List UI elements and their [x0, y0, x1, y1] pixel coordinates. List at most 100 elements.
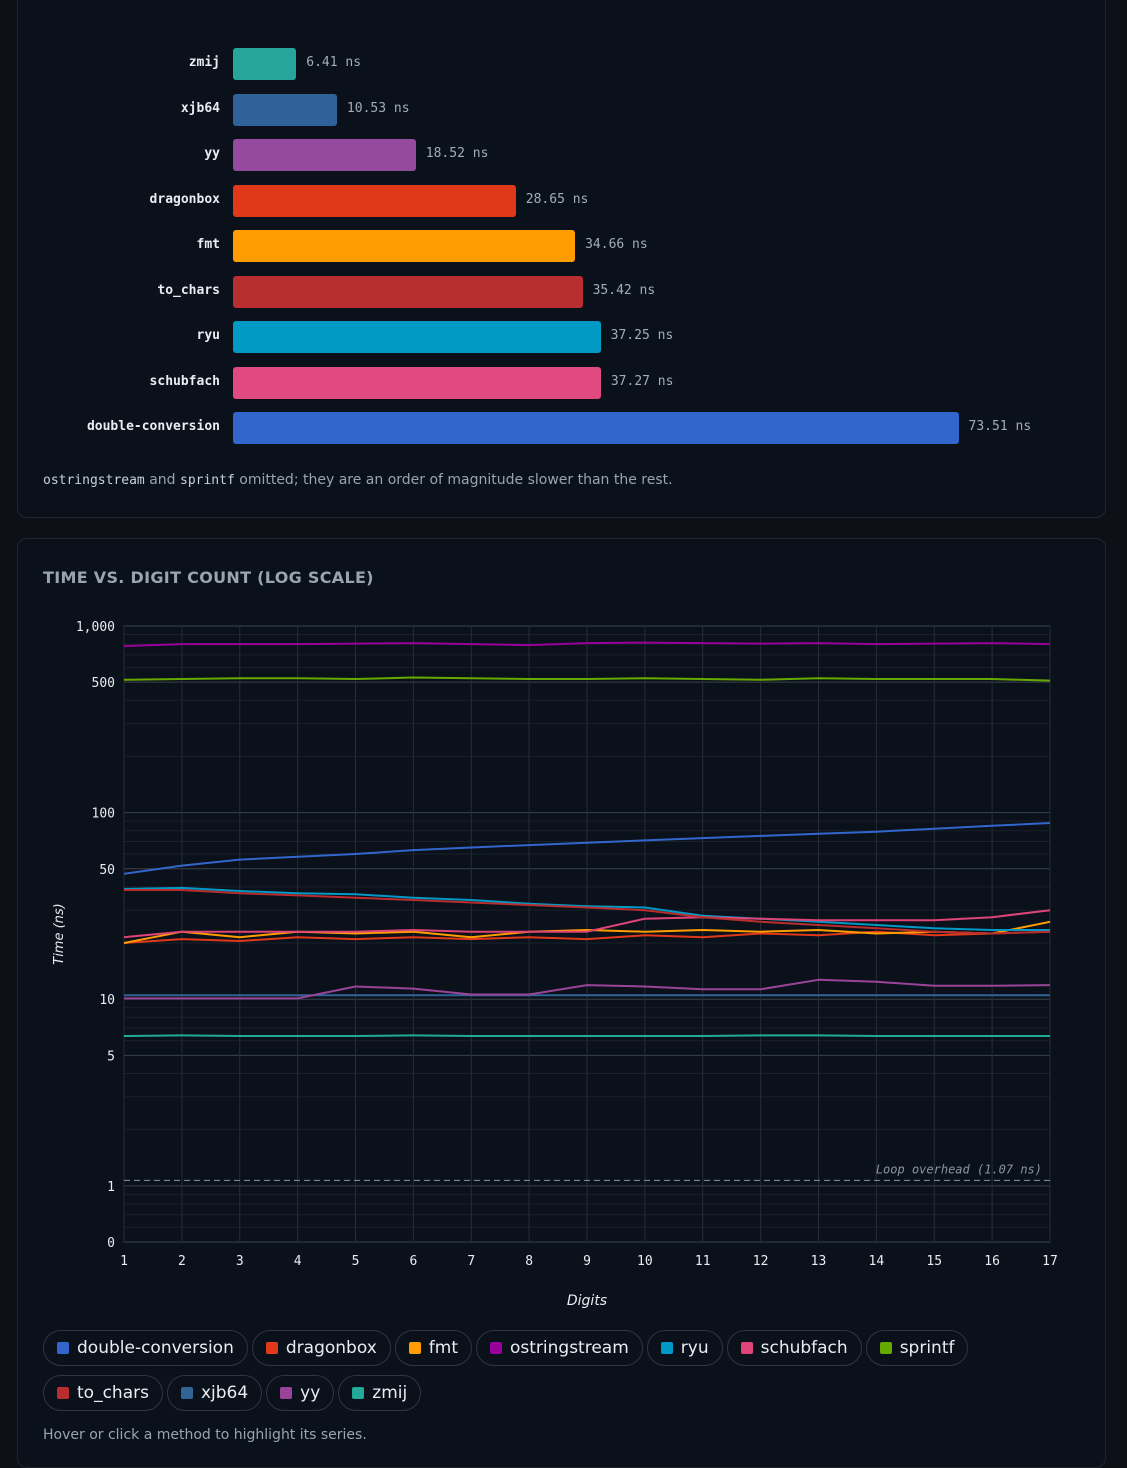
x-tick-label: 7: [467, 1254, 475, 1269]
legend-item-schubfach[interactable]: schubfach: [726, 1330, 862, 1366]
bar-xjb64: [233, 93, 337, 126]
bar-value-fmt: 34.66 ns: [585, 237, 648, 252]
x-tick-label: 11: [695, 1254, 711, 1269]
x-tick-label: 16: [984, 1254, 1000, 1269]
bar-fmt: [233, 230, 576, 262]
bar-double-conversion: [233, 412, 959, 444]
note-text-2: omitted; they are an order of magnitude …: [234, 472, 673, 488]
bar-ryu: [233, 321, 601, 353]
x-tick-label: 5: [352, 1254, 360, 1269]
legend-label: ryu: [680, 1338, 709, 1358]
y-tick-label: 5: [107, 1049, 115, 1064]
legend-item-ostringstream[interactable]: ostringstream: [476, 1330, 643, 1366]
bar-label-yy: yy: [204, 146, 220, 161]
bar-dragonbox: [233, 184, 516, 217]
legend-label: schubfach: [760, 1338, 848, 1358]
legend-swatch: [352, 1387, 365, 1399]
series-line-ryu: [123, 886, 1050, 931]
bar-to_chars: [233, 275, 583, 308]
legend-item-dragonbox[interactable]: dragonbox: [251, 1330, 391, 1366]
bar-value-xjb64: 10.53 ns: [346, 100, 410, 116]
x-tick-label: 14: [869, 1254, 885, 1269]
x-tick-label: 3: [236, 1254, 244, 1269]
legend-item-xjb64[interactable]: xjb64: [166, 1375, 263, 1411]
loop-overhead-label: Loop overhead (1.07 ns): [876, 1162, 1042, 1176]
omission-note: ostringstream and sprintf omitted; they …: [43, 472, 673, 488]
x-tick-label: 15: [926, 1254, 942, 1269]
bar-value-zmij: 6.41 ns: [306, 55, 362, 70]
legend-label: xjb64: [200, 1383, 249, 1403]
bar-label-xjb64: xjb64: [180, 100, 220, 116]
legend-swatch: [57, 1342, 69, 1354]
x-tick-label: 10: [637, 1254, 653, 1269]
legend-swatch: [740, 1342, 753, 1354]
legend-label: yy: [300, 1383, 321, 1403]
bar-chart-card: zmij 6.41 ns xjb64 10.53 ns yy 18.52 ns dragon…: [17, 0, 1106, 518]
x-axis-label: Digits: [567, 1293, 607, 1309]
legend-label: zmij: [372, 1383, 408, 1403]
y-axis-label: Time (ns): [52, 903, 67, 965]
legend-item-sprintf[interactable]: sprintf: [865, 1330, 969, 1366]
note-code-ostringstream: ostringstream: [43, 473, 145, 488]
legend-label: dragonbox: [285, 1338, 377, 1358]
legend-label: double-conversion: [77, 1338, 234, 1358]
bar-zmij: [233, 48, 297, 80]
legend-item-ryu[interactable]: ryu: [646, 1330, 723, 1366]
bar-yy: [233, 139, 416, 171]
legend-swatch: [57, 1387, 69, 1399]
legend-swatch: [265, 1342, 278, 1354]
x-tick-label: 4: [294, 1254, 302, 1269]
bar-value-double-conversion: 73.51 ns: [968, 419, 1032, 434]
y-tick-label: 50: [99, 863, 115, 878]
legend-item-yy[interactable]: yy: [266, 1375, 335, 1411]
y-tick-label: 1: [107, 1180, 115, 1195]
series-legend: double-conversion dragonbox fmt ostringstre…: [43, 1330, 1083, 1420]
legend-swatch: [660, 1342, 673, 1354]
series-line-schubfach: [123, 909, 1051, 939]
bar-label-ryu: ryu: [196, 328, 220, 343]
series-line-double-conversion: [123, 822, 1051, 875]
x-tick-label: 13: [811, 1254, 827, 1269]
bar-value-dragonbox: 28.65 ns: [525, 191, 589, 207]
bar-label-double-conversion: double-conversion: [86, 419, 220, 434]
bar-value-to_chars: 35.42 ns: [592, 282, 656, 298]
legend-label: fmt: [428, 1338, 458, 1358]
legend-label: to_chars: [77, 1383, 149, 1403]
series-line-fmt: [123, 920, 1051, 944]
series-line-yy: [124, 978, 1051, 1000]
y-tick-label: 0: [107, 1236, 115, 1251]
x-tick-label: 8: [525, 1254, 533, 1269]
bar-label-to_chars: to_chars: [157, 282, 220, 298]
bar-label-dragonbox: dragonbox: [149, 191, 220, 207]
note-code-sprintf: sprintf: [180, 473, 235, 488]
legend-swatch: [408, 1342, 421, 1354]
bar-value-ryu: 37.25 ns: [610, 328, 674, 343]
legend-item-fmt[interactable]: fmt: [394, 1330, 472, 1366]
series-line-sprintf: [123, 676, 1051, 682]
legend-swatch: [879, 1342, 892, 1354]
legend-label: ostringstream: [510, 1338, 629, 1358]
line-chart-card: TIME VS. DIGIT COUNT (LOG SCALE) 1,000 50…: [17, 538, 1106, 1468]
bar-schubfach: [233, 366, 601, 399]
x-tick-label: 2: [178, 1254, 186, 1269]
bar-label-schubfach: schubfach: [149, 373, 220, 389]
y-tick-label: 100: [92, 807, 115, 822]
line-chart-title: TIME VS. DIGIT COUNT (LOG SCALE): [43, 568, 374, 587]
bar-value-yy: 18.52 ns: [425, 146, 489, 161]
legend-hint: Hover or click a method to highlight its…: [43, 1427, 367, 1443]
x-tick-label: 6: [409, 1254, 417, 1269]
y-tick-label: 500: [92, 676, 115, 691]
x-tick-label: 1: [120, 1254, 128, 1269]
note-text-1: and: [144, 472, 180, 488]
bar-label-fmt: fmt: [196, 237, 220, 252]
x-tick-label: 9: [583, 1254, 591, 1269]
legend-item-to_chars[interactable]: to_chars: [43, 1375, 163, 1411]
series-line-ostringstream: [123, 641, 1051, 648]
legend-swatch: [180, 1387, 193, 1399]
series-line-zmij: [123, 1034, 1050, 1037]
legend-item-double-conversion[interactable]: double-conversion: [43, 1330, 248, 1366]
legend-item-zmij[interactable]: zmij: [338, 1375, 422, 1411]
x-tick-label: 12: [753, 1254, 769, 1269]
y-tick-label: 10: [99, 993, 115, 1008]
